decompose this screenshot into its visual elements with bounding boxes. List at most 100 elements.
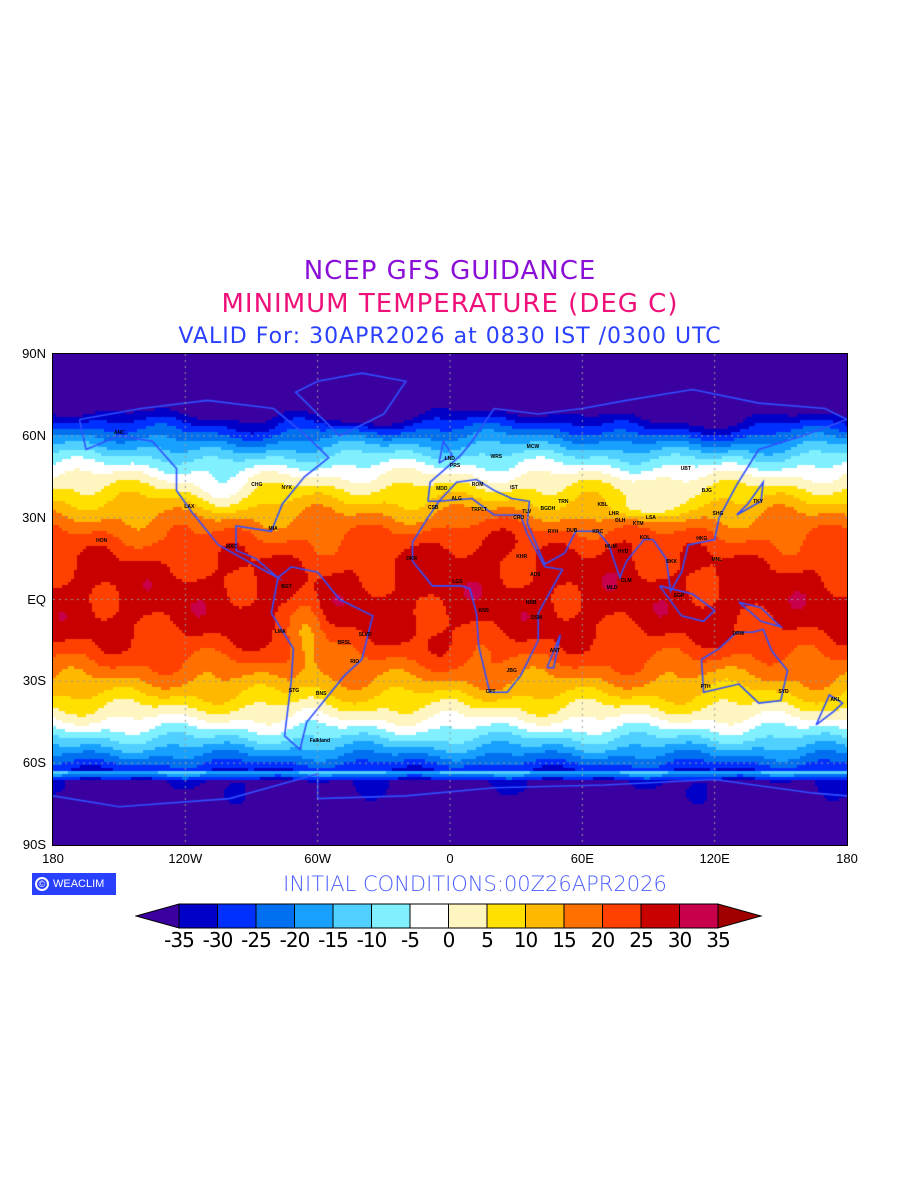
station-label: MNL	[711, 556, 723, 563]
lat-label: 60S	[22, 755, 46, 771]
station-label: JBG	[506, 667, 517, 674]
station-label: TRPLT	[471, 506, 487, 513]
colorbar-label: 15	[552, 928, 576, 952]
temperature-map	[53, 354, 847, 845]
chart-subtitle: MINIMUM TEMPERATURE (DEG C)	[221, 289, 679, 319]
station-label: KBL	[597, 502, 608, 509]
copyright-icon: ©	[35, 877, 49, 891]
colorbar-label: -15	[318, 928, 349, 952]
station-label: SGP	[673, 592, 685, 599]
station-label: KRC	[592, 528, 604, 535]
colorbar-label: -5	[401, 928, 420, 952]
station-label: KTM	[632, 520, 644, 527]
station-label: BKK	[666, 558, 678, 565]
station-label: TKY	[753, 499, 764, 506]
colorbar-swatch	[563, 903, 603, 929]
station-label: LGS	[452, 578, 463, 585]
colorbar-label: -30	[202, 928, 234, 952]
colorbar-swatch	[178, 903, 218, 929]
lon-label: 0	[446, 851, 454, 866]
colorbar-swatch	[525, 903, 565, 929]
chart-title: NCEP GFS GUIDANCE	[303, 256, 597, 286]
station-label: DKR	[406, 556, 418, 563]
station-label: STG	[288, 687, 300, 694]
initial-conditions: INITIAL CONDITIONS:00Z26APR2026	[283, 872, 667, 896]
lat-label: 90S	[22, 837, 46, 852]
colorbar-label: 5	[481, 928, 494, 952]
station-label: NRB	[525, 600, 537, 607]
colorbar-swatch	[332, 903, 372, 929]
station-label: LND	[444, 456, 455, 463]
lat-label: 90N	[22, 346, 46, 361]
station-label: WRS	[490, 454, 503, 461]
station-label: DSM	[531, 615, 543, 622]
station-label: ANC	[113, 429, 125, 436]
lon-label: 60E	[570, 851, 594, 866]
station-label: HYD	[617, 549, 629, 556]
station-label: BRSL	[337, 639, 352, 646]
station-label: DLH	[615, 518, 626, 525]
station-label: HON	[96, 538, 108, 545]
station-label: LSA	[645, 515, 656, 522]
station-label: ROM	[471, 482, 484, 489]
station-label: IST	[510, 484, 518, 491]
lat-label: 30S	[22, 673, 46, 689]
station-label: TLV	[522, 509, 532, 516]
station-label: MUM	[604, 544, 617, 551]
lon-label: 180	[836, 851, 858, 866]
lon-label: 180	[42, 851, 64, 866]
colorbar-label: 25	[629, 928, 653, 952]
station-label: CSB	[427, 504, 439, 511]
lon-label: 120E	[699, 851, 730, 866]
station-label: ADS	[530, 571, 541, 578]
station-label: SHG	[712, 511, 724, 518]
colorbar-swatch	[486, 903, 526, 929]
valid-time: VALID For: 30APR2026 at 0830 IST /0300 U…	[178, 324, 722, 349]
colorbar-swatch	[602, 903, 642, 929]
colorbar-swatch	[409, 903, 449, 929]
lon-label: 120W	[168, 851, 203, 866]
station-label: RIO	[350, 658, 360, 665]
colorbar-label: 35	[706, 928, 730, 952]
station-label: LHR	[608, 510, 619, 517]
station-label: Falkland	[309, 737, 331, 744]
station-label: MXC	[225, 543, 237, 550]
station-label: KOL	[639, 534, 651, 541]
station-label: SYD	[778, 688, 789, 695]
colorbar-label: 10	[513, 928, 538, 952]
station-label: UBT	[680, 465, 691, 472]
weaclim-logo: © WEACLIM	[32, 873, 116, 895]
colorbar-low-arrow	[135, 903, 180, 929]
colorbar-swatch	[217, 903, 257, 929]
station-label: PRS	[449, 463, 461, 470]
station-label: ANT	[549, 648, 560, 655]
colorbar-label: -10	[356, 928, 388, 952]
station-label: LMA	[274, 629, 286, 636]
station-label: KNS	[478, 608, 490, 615]
colorbar-swatch	[294, 903, 334, 929]
station-label: LAX	[184, 503, 195, 510]
colorbar-swatch	[679, 903, 719, 929]
station-label: HKG	[696, 535, 708, 542]
station-label: ALG	[451, 496, 462, 503]
station-label: NYK	[281, 485, 293, 492]
station-label: CHG	[251, 482, 263, 489]
colorbar-swatch	[371, 903, 411, 929]
station-label: SLVD	[358, 631, 372, 638]
lon-label: 60W	[304, 851, 332, 866]
station-label: BGDH	[540, 505, 556, 512]
lat-label: EQ	[27, 591, 46, 607]
station-label: RYH	[547, 529, 559, 536]
station-label: PTH	[700, 683, 711, 690]
station-label: BNS	[315, 690, 327, 697]
colorbar-swatch	[255, 903, 295, 929]
station-label: CPT	[485, 688, 496, 695]
station-label: DUB	[566, 527, 578, 534]
colorbar-swatch	[640, 903, 680, 929]
station-label: CRO	[513, 514, 525, 521]
colorbar-label: 30	[667, 928, 692, 952]
colorbar-high-arrow	[717, 903, 763, 929]
station-label: CLM	[620, 577, 632, 584]
station-label: BJG	[701, 487, 712, 494]
station-label: KHR	[516, 553, 528, 560]
